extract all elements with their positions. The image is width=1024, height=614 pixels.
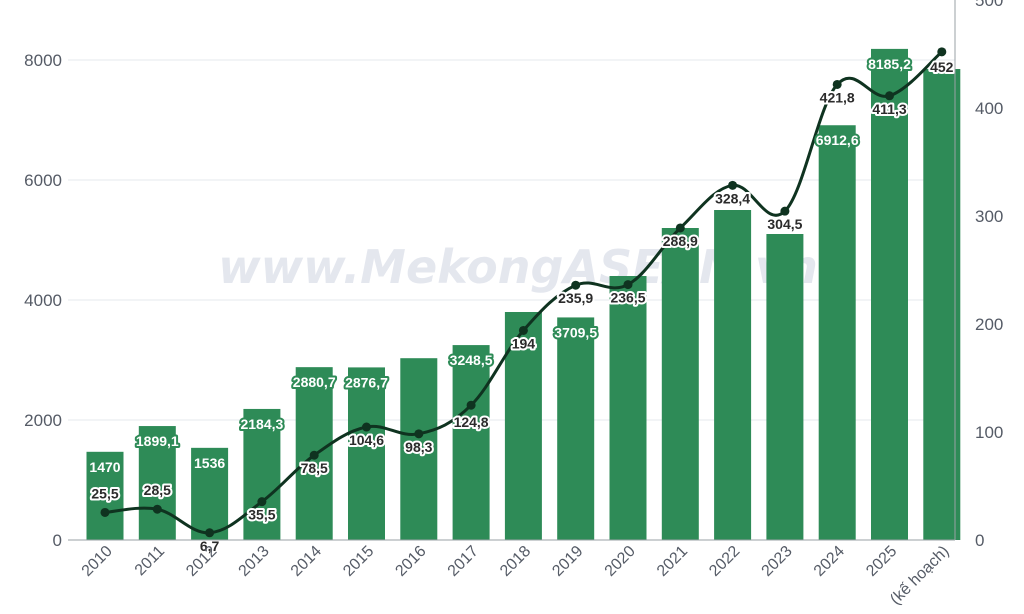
line-series	[100, 47, 947, 538]
line-data-label: 236,5	[610, 290, 645, 306]
x-tick-label: 2013	[236, 543, 273, 580]
bar	[923, 69, 961, 540]
x-tick-label: 2015	[340, 543, 377, 580]
y-right-tick-label: 200	[975, 315, 1003, 334]
bar	[452, 345, 490, 540]
bar-data-label: 6912,6	[816, 132, 859, 148]
y-left-tick-label: 0	[53, 531, 62, 550]
y-right-tick-label: 500	[975, 0, 1003, 10]
x-tick-label: 2025	[863, 543, 900, 580]
line-data-labels: 25,5 28,5 6,7 35,5 78,5 104,6 98,3 124,8 194 235,…	[89, 57, 955, 556]
y-right-tick-label: 300	[975, 207, 1003, 226]
line-data-label: 25,5	[91, 485, 118, 501]
line-point	[414, 429, 424, 439]
line-data-label: 328,4	[715, 190, 750, 206]
bar	[766, 234, 804, 540]
bar	[871, 48, 908, 540]
line-data-label: 28,5	[144, 482, 171, 498]
line-point	[885, 91, 894, 101]
bar-data-label: 2880,7	[293, 374, 336, 390]
x-tick-label: 2020	[602, 543, 639, 580]
bar-data-label: 3248,5	[450, 352, 493, 368]
bar	[243, 408, 281, 540]
line-point	[205, 528, 215, 538]
bar	[557, 317, 595, 540]
line-data-label: 104,6	[349, 432, 384, 448]
x-tick-label: 2021	[654, 543, 691, 580]
y-right-tick-label: 400	[975, 99, 1003, 118]
y-right-tick-label: 100	[975, 423, 1003, 442]
bar	[86, 451, 124, 540]
line-data-label: 124,8	[454, 414, 489, 430]
line-point	[257, 497, 267, 507]
x-tick-label: 2017	[445, 543, 482, 580]
bar	[609, 276, 647, 540]
x-tick-label: 2010	[79, 543, 116, 580]
line-data-label: 194	[512, 335, 536, 351]
line-data-label: 452	[930, 59, 954, 75]
bar-data-label: 1899,1	[136, 433, 179, 449]
line-point	[937, 47, 947, 57]
line-point	[309, 450, 319, 460]
x-tick-label: 2024	[811, 543, 848, 580]
line-data-label: 235,9	[558, 290, 593, 306]
x-tick-label: 2022	[706, 543, 743, 580]
line-point	[152, 504, 162, 514]
bar	[348, 367, 385, 540]
bar	[818, 125, 856, 540]
bar-data-label: 1470	[89, 459, 120, 475]
x-tick-label: 2014	[288, 543, 325, 580]
line-point	[728, 180, 738, 190]
x-tick-label: 2016	[392, 543, 429, 580]
bar	[714, 210, 752, 540]
bar-data-label: 2184,3	[240, 416, 283, 432]
y-left-tick-label: 4000	[24, 291, 62, 310]
line-data-label: 78,5	[301, 460, 328, 476]
y-axis-right: 0 100 200 300 400 500	[954, 0, 1003, 550]
x-axis: 2010 2011 2012 2013 2014 2015 2016 2017 2018 2019…	[68, 539, 955, 608]
y-axis-left: 0 2000 4000 6000 8000	[24, 51, 62, 550]
x-tick-label: 2018	[497, 543, 534, 580]
bar-series	[86, 48, 961, 540]
line-data-label: 98,3	[405, 439, 432, 455]
line-data-label: 304,5	[767, 216, 802, 232]
bar-data-label: 1536	[194, 455, 225, 471]
line-point	[832, 79, 842, 89]
y-left-tick-label: 6000	[24, 171, 62, 190]
line-point	[466, 400, 476, 410]
bar	[191, 447, 229, 540]
line-point	[675, 223, 685, 233]
line-data-label: 6,7	[200, 538, 220, 554]
bar	[661, 228, 699, 540]
y-left-tick-label: 2000	[24, 411, 62, 430]
bar-data-label: 8185,2	[868, 56, 911, 72]
bar	[504, 312, 542, 540]
line-point	[100, 507, 110, 517]
line-data-label: 421,8	[820, 89, 855, 105]
bar	[138, 426, 176, 540]
line-point	[362, 422, 371, 432]
bar-data-label: 2876,7	[345, 374, 388, 390]
x-tick-label: 2011	[132, 543, 168, 579]
line-point	[571, 280, 581, 290]
line-point	[518, 325, 528, 335]
bar-data-label: 3709,5	[554, 324, 597, 340]
line-data-label: 411,3	[872, 101, 906, 117]
line-data-label: 35,5	[248, 507, 275, 523]
line-point	[623, 280, 633, 290]
line-data-label: 288,9	[663, 233, 698, 249]
x-tick-label: 2023	[759, 543, 796, 580]
x-tick-label: 2019	[549, 543, 586, 580]
y-left-tick-label: 8000	[24, 51, 62, 70]
y-right-tick-label: 0	[975, 531, 984, 550]
bar-data-labels: 1470 1899,1 1536 2184,3 2880,7 2876,7 3248,5 37…	[87, 54, 913, 477]
bar	[400, 358, 438, 540]
line-point	[780, 206, 790, 216]
